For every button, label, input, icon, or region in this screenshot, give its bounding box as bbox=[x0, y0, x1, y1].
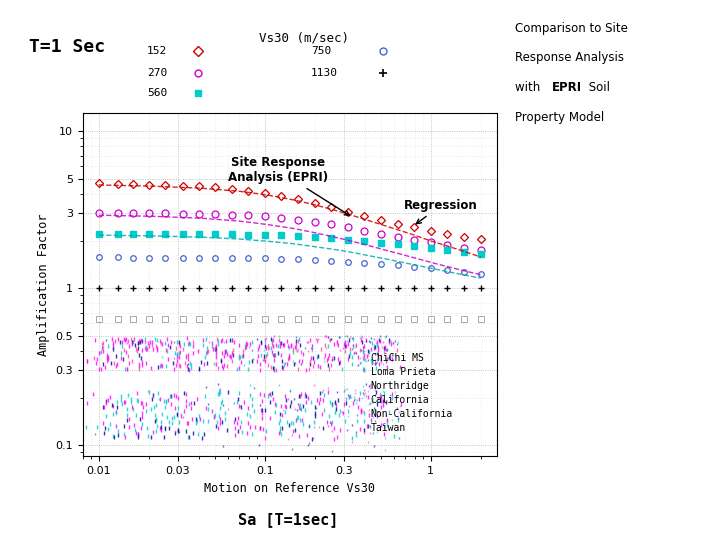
Text: T=1 Sec: T=1 Sec bbox=[29, 38, 105, 56]
X-axis label: Motion on Reference Vs30: Motion on Reference Vs30 bbox=[204, 482, 375, 495]
Text: Property Model: Property Model bbox=[515, 111, 604, 124]
Text: 152: 152 bbox=[147, 45, 167, 56]
Text: EPRI: EPRI bbox=[552, 81, 582, 94]
Y-axis label: Amplification Factor: Amplification Factor bbox=[37, 214, 50, 356]
Text: 1130: 1130 bbox=[311, 68, 338, 78]
Text: 560: 560 bbox=[147, 88, 167, 98]
Text: Comparison to Site: Comparison to Site bbox=[515, 22, 628, 35]
Text: 270: 270 bbox=[147, 68, 167, 78]
Text: Regression: Regression bbox=[404, 199, 477, 224]
Text: Soil: Soil bbox=[585, 81, 611, 94]
Text: Response Analysis: Response Analysis bbox=[515, 51, 624, 64]
Text: 750: 750 bbox=[311, 45, 331, 56]
Text: ChiChi MS
Loma Prieta
Northridge
California
Non-California
Taiwan: ChiChi MS Loma Prieta Northridge Califor… bbox=[371, 354, 453, 434]
Text: Site Response
Analysis (EPRI): Site Response Analysis (EPRI) bbox=[228, 156, 349, 215]
Text: Vs30 (m/sec): Vs30 (m/sec) bbox=[259, 31, 349, 44]
Text: Sa [T=1sec]: Sa [T=1sec] bbox=[238, 512, 338, 527]
Text: with: with bbox=[515, 81, 544, 94]
